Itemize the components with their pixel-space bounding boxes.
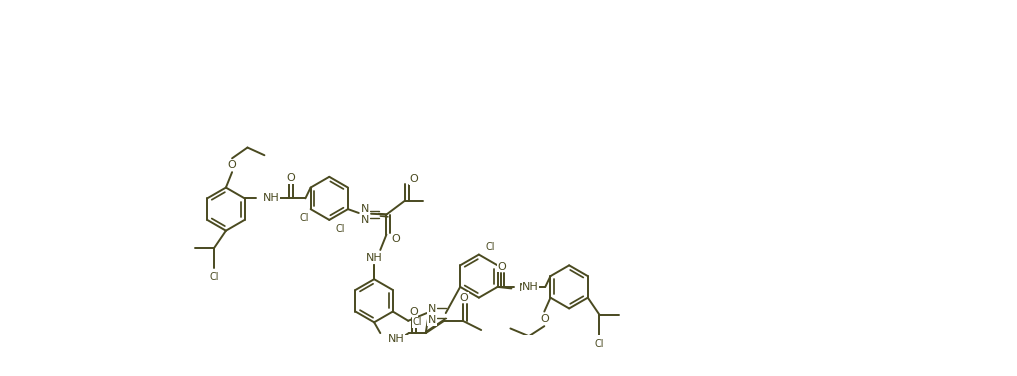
Text: NH: NH — [263, 193, 280, 203]
Text: O: O — [228, 160, 236, 170]
Text: Cl: Cl — [210, 272, 219, 282]
Text: N: N — [361, 215, 369, 225]
Text: Cl: Cl — [300, 213, 309, 223]
Text: O: O — [410, 174, 419, 184]
Text: Cl: Cl — [485, 242, 494, 252]
Text: O: O — [540, 314, 549, 324]
Text: NH: NH — [388, 334, 405, 344]
Text: NH: NH — [366, 253, 382, 263]
Text: N: N — [428, 315, 436, 325]
Text: Cl: Cl — [336, 224, 345, 234]
Text: O: O — [287, 173, 295, 183]
Text: O: O — [460, 293, 469, 303]
Text: NH: NH — [519, 284, 536, 293]
Text: Cl: Cl — [595, 339, 604, 349]
Text: Cl: Cl — [413, 317, 422, 327]
Text: N: N — [428, 304, 436, 314]
Text: N: N — [361, 204, 369, 214]
Text: O: O — [392, 234, 400, 244]
Text: O: O — [409, 306, 418, 317]
Text: O: O — [497, 262, 506, 272]
Text: NH: NH — [522, 282, 539, 292]
